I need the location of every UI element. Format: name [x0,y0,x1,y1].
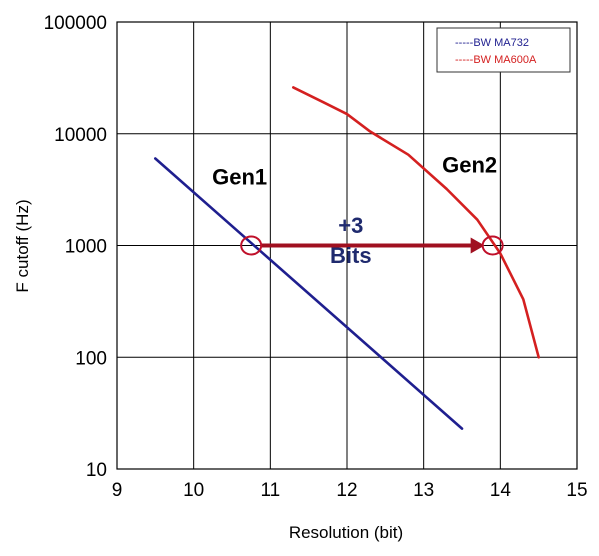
x-tick-label: 9 [112,480,123,501]
legend-entry-ma732: -----BW MA732 [455,37,529,49]
y-tick-label: 100 [75,348,107,369]
y-tick-label: 10000 [54,125,107,146]
legend: -----BW MA732 -----BW MA600A [436,27,571,73]
x-tick-label: 13 [413,480,434,501]
legend-entry-ma600a: -----BW MA600A [455,54,537,66]
series-line-bw-ma732 [154,157,464,430]
y-axis-label: F cutoff (Hz) [13,199,32,292]
x-tick-label: 11 [260,480,280,501]
arrow-head [470,237,485,254]
legend-box [436,27,571,73]
plot-border [116,21,578,470]
annotation-gen1: Gen1 [212,165,267,190]
series-line-bw-ma600a [291,86,541,359]
annotation-gen2: Gen2 [442,153,497,178]
x-tick-label: 15 [566,480,587,501]
y-tick-label: 100000 [44,13,107,34]
x-tick-label: 12 [336,480,357,501]
y-tick-label: 1000 [65,237,107,258]
annotation-layer: Gen1 Gen2 +3 Bits [212,153,504,268]
annotation-bits: Bits [330,243,372,268]
y-tick-label: 10 [86,460,107,481]
gen2-circle-marker [481,235,504,256]
series-layer [154,86,541,430]
annotation-3: +3 [338,213,363,238]
x-axis-label: Resolution (bit) [289,523,403,542]
gen1-circle-marker [240,235,263,256]
x-tick-label: 14 [490,480,512,501]
x-tick-label: 10 [183,480,204,501]
plot-frame [116,21,578,470]
